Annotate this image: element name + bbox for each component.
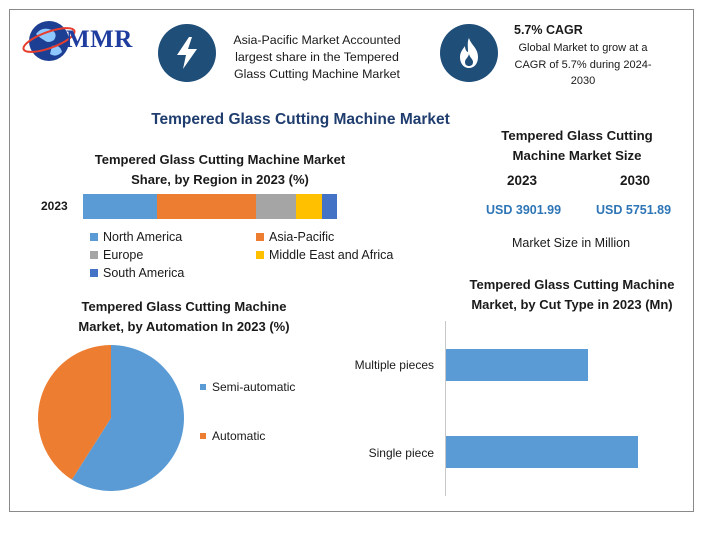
- legend-asia-pacific: Asia-Pacific: [256, 230, 334, 244]
- region-bar-category: 2023: [41, 199, 68, 213]
- legend-swatch: [256, 233, 264, 241]
- legend-label: Middle East and Africa: [269, 248, 394, 262]
- pie-slice-semi-automatic: [71, 345, 184, 491]
- market-size-title: Tempered Glass Cutting Machine Market Si…: [501, 128, 653, 163]
- automation-chart-title: Tempered Glass Cutting Machine Market, b…: [78, 299, 290, 334]
- flame-icon: [440, 24, 498, 82]
- region-stacked-bar: [83, 194, 337, 219]
- market-size-year-2030: 2030: [620, 173, 651, 188]
- cut-bar-single-piece: [446, 436, 638, 468]
- market-size-value-2030: USD 5751.89: [596, 203, 672, 217]
- automation-pie-chart: [38, 345, 184, 491]
- region-segment-north-america: [83, 194, 157, 219]
- cagr-title: 5.7% CAGR: [514, 23, 583, 37]
- region-segment-asia-pacific: [156, 194, 256, 219]
- infographic-frame: [9, 9, 694, 512]
- legend-swatch: [200, 433, 206, 439]
- legend-label: Automatic: [212, 429, 266, 443]
- legend-middle-east-africa: Middle East and Africa: [256, 248, 393, 262]
- legend-swatch: [256, 251, 264, 259]
- pie-legend-automatic: Automatic: [200, 429, 265, 443]
- cagr-text: Global Market to grow at a CAGR of 5.7% …: [514, 42, 652, 87]
- legend-label: Semi-automatic: [212, 380, 296, 394]
- legend-north-america: North America: [90, 230, 182, 244]
- region-segment-europe: [255, 194, 297, 219]
- globe-icon: [22, 21, 76, 61]
- cut-bar-multiple-pieces: [446, 349, 588, 381]
- legend-swatch: [90, 251, 98, 259]
- legend-label: South America: [103, 266, 185, 280]
- cut-type-axis: [445, 321, 446, 496]
- cut-category-single: Single piece: [368, 446, 434, 460]
- legend-europe: Europe: [90, 248, 143, 262]
- lightning-bolt-icon: [158, 24, 216, 82]
- mmr-logo: [22, 14, 146, 64]
- cut-category-multiple: Multiple pieces: [354, 358, 434, 372]
- legend-swatch: [90, 233, 98, 241]
- region-segment-middle-east-and-africa: [296, 194, 322, 219]
- market-size-year-2023: 2023: [507, 173, 538, 188]
- legend-label: North America: [103, 230, 183, 244]
- legend-label: Asia-Pacific: [269, 230, 335, 244]
- main-title: Tempered Glass Cutting Machine Market: [151, 111, 450, 128]
- legend-label: Europe: [103, 248, 144, 262]
- asia-pacific-share-text: Asia-Pacific Market Accounted largest sh…: [233, 33, 401, 81]
- market-size-value-2023: USD 3901.99: [486, 203, 562, 217]
- region-segment-south-america: [321, 194, 337, 219]
- region-chart-title: Tempered Glass Cutting Machine Market Sh…: [94, 152, 346, 187]
- pie-legend-semi-automatic: Semi-automatic: [200, 380, 295, 394]
- legend-swatch: [200, 384, 206, 390]
- logo-text: MMR: [66, 26, 133, 53]
- legend-south-america: South America: [90, 266, 184, 280]
- market-size-unit-note: Market Size in Million: [512, 236, 631, 250]
- pie-slice-automatic: [38, 345, 111, 480]
- cut-type-chart-title: Tempered Glass Cutting Machine Market, b…: [469, 277, 675, 312]
- legend-swatch: [90, 269, 98, 277]
